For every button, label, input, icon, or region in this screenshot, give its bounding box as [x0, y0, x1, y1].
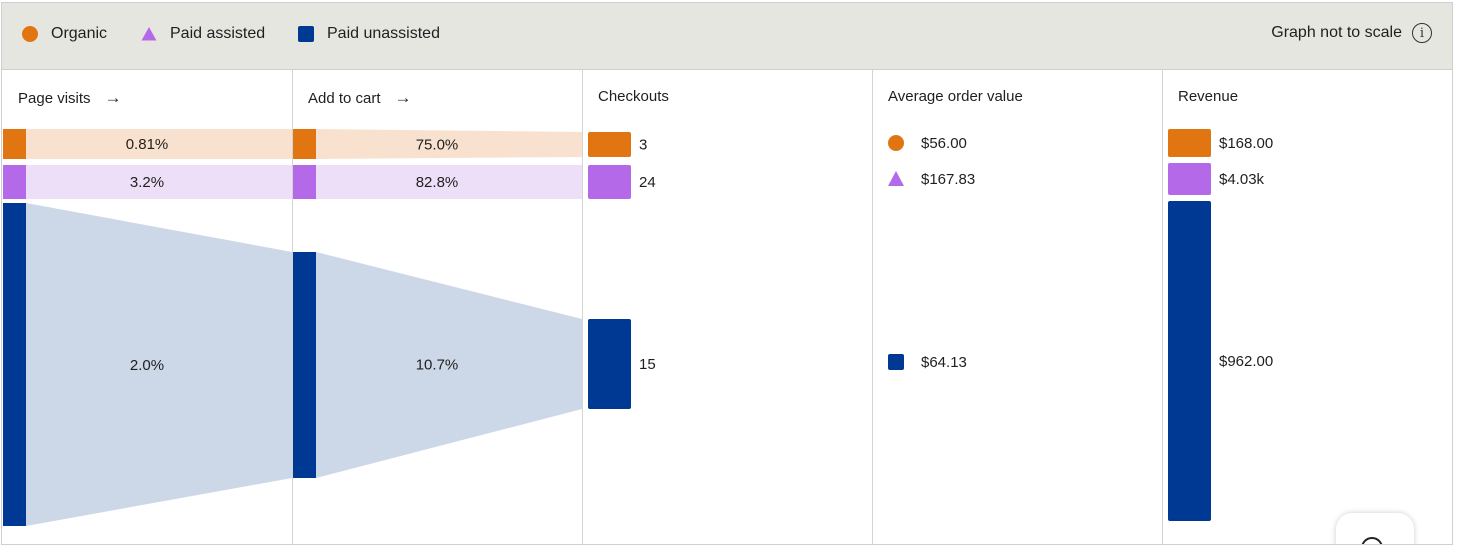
- checkouts-bar: [588, 132, 631, 157]
- arrow-right-icon: →: [394, 88, 412, 107]
- page-visits-bar: [3, 203, 26, 526]
- revenue-label: $168.00: [1219, 135, 1273, 152]
- revenue-label: $962.00: [1219, 353, 1273, 370]
- scale-note: Graph not to scale i: [1271, 23, 1432, 43]
- average-order-value-label: $56.00: [921, 135, 967, 152]
- funnel-chart: 0.81% 75.0% 3 $56.00 $168.00 3.2% 82.8% 24 $167.…: [3, 129, 1273, 526]
- funnel-band-cart-to-checkout: [316, 252, 582, 478]
- scale-note-text: Graph not to scale: [1271, 24, 1402, 41]
- checkouts-bar: [588, 165, 631, 199]
- column-header-page-visits: Page visits →: [18, 88, 122, 108]
- column-title: Checkouts: [598, 88, 669, 105]
- cart-to-checkout-rate-label: 75.0%: [416, 136, 459, 153]
- column-title: Add to cart: [308, 89, 381, 107]
- funnel-band-visits-to-cart: [26, 129, 292, 159]
- chat-icon: [1361, 537, 1383, 544]
- column-divider: [872, 70, 873, 544]
- paid-assisted-triangle-icon: [141, 27, 157, 41]
- revenue-bar: [1168, 163, 1211, 195]
- checkouts-count-label: 3: [639, 137, 647, 154]
- column-header-revenue: Revenue: [1178, 88, 1238, 105]
- funnel-band-visits-to-cart: [26, 203, 292, 526]
- legend-label: Paid unassisted: [327, 25, 440, 42]
- page-visits-bar: [3, 165, 26, 199]
- info-icon[interactable]: i: [1412, 23, 1432, 43]
- arrow-right-icon: →: [104, 88, 122, 107]
- revenue-bar: [1168, 201, 1211, 521]
- checkouts-count-label: 15: [639, 356, 656, 373]
- organic-circle-icon: [22, 26, 38, 42]
- column-divider: [1162, 70, 1163, 544]
- page-visits-bar: [3, 129, 26, 159]
- feedback-button[interactable]: [1336, 513, 1414, 544]
- paid-unassisted-square-icon: [888, 354, 904, 370]
- column-title: Page visits: [18, 89, 91, 107]
- revenue-bar: [1168, 129, 1211, 157]
- add-to-cart-bar: [293, 165, 316, 199]
- cart-to-checkout-rate-label: 82.8%: [416, 174, 459, 191]
- column-title: Average order value: [888, 88, 1023, 105]
- column-header-checkouts: Checkouts: [598, 88, 669, 105]
- column-divider: [292, 70, 293, 544]
- legend-label: Organic: [51, 25, 108, 42]
- funnel-band-cart-to-checkout: [316, 129, 582, 159]
- average-order-value-label: $167.83: [921, 171, 975, 188]
- funnel-band-visits-to-cart: [26, 165, 292, 199]
- legend-bar: Organic Paid assisted Paid unassisted Gr…: [2, 3, 1452, 70]
- revenue-label: $4.03k: [1219, 171, 1265, 188]
- legend-label: Paid assisted: [170, 25, 266, 42]
- column-title: Revenue: [1178, 88, 1239, 105]
- cart-to-checkout-rate-label: 10.7%: [416, 357, 459, 374]
- legend-item-paid-unassisted[interactable]: Paid unassisted: [298, 23, 440, 45]
- visits-to-cart-rate-label: 2.0%: [130, 357, 164, 374]
- paid-unassisted-square-icon: [298, 26, 314, 42]
- funnel-band-cart-to-checkout: [316, 165, 582, 199]
- column-divider: [582, 70, 583, 544]
- column-header-average-order-value: Average order value: [888, 88, 1023, 105]
- legend-item-organic[interactable]: Organic: [22, 23, 107, 45]
- add-to-cart-bar: [293, 252, 316, 478]
- organic-circle-icon: [888, 135, 904, 151]
- visits-to-cart-rate-label: 0.81%: [126, 136, 169, 153]
- add-to-cart-bar: [293, 129, 316, 159]
- checkouts-bar: [588, 319, 631, 409]
- legend-item-paid-assisted[interactable]: Paid assisted: [141, 23, 265, 45]
- checkouts-count-label: 24: [639, 174, 656, 191]
- average-order-value-label: $64.13: [921, 354, 967, 371]
- paid-assisted-triangle-icon: [888, 171, 904, 186]
- visits-to-cart-rate-label: 3.2%: [130, 174, 164, 191]
- column-header-add-to-cart: Add to cart →: [308, 88, 412, 108]
